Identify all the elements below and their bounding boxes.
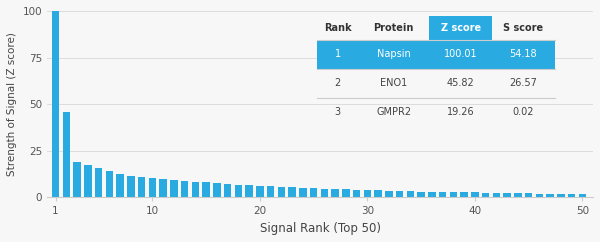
- Text: Rank: Rank: [324, 23, 352, 33]
- Bar: [331, 189, 339, 197]
- X-axis label: Signal Rank (Top 50): Signal Rank (Top 50): [260, 222, 380, 235]
- Text: 1: 1: [335, 49, 341, 59]
- Bar: [181, 181, 188, 197]
- Text: 3: 3: [335, 107, 341, 117]
- Bar: [170, 180, 178, 197]
- Bar: [353, 190, 361, 197]
- Bar: [320, 189, 328, 197]
- Bar: [289, 187, 296, 197]
- Bar: [385, 190, 392, 197]
- Bar: [536, 194, 543, 197]
- Text: 0.02: 0.02: [512, 107, 534, 117]
- Text: GMPR2: GMPR2: [376, 107, 412, 117]
- Bar: [407, 191, 414, 197]
- Bar: [127, 176, 134, 197]
- Bar: [278, 187, 285, 197]
- Bar: [428, 192, 436, 197]
- Bar: [235, 185, 242, 197]
- Text: ENO1: ENO1: [380, 78, 407, 88]
- Bar: [374, 190, 382, 197]
- Text: 26.57: 26.57: [509, 78, 538, 88]
- Bar: [482, 193, 490, 197]
- Bar: [525, 193, 532, 197]
- Bar: [245, 185, 253, 197]
- Bar: [149, 178, 156, 197]
- Bar: [84, 165, 92, 197]
- Bar: [493, 193, 500, 197]
- Text: 2: 2: [335, 78, 341, 88]
- Bar: [514, 193, 521, 197]
- Bar: [342, 189, 350, 197]
- Bar: [138, 177, 145, 197]
- Bar: [191, 182, 199, 197]
- Text: Napsin: Napsin: [377, 49, 410, 59]
- Bar: [439, 192, 446, 197]
- Bar: [160, 179, 167, 197]
- Bar: [471, 192, 479, 197]
- Bar: [213, 183, 221, 197]
- Bar: [267, 186, 274, 197]
- Bar: [429, 15, 492, 40]
- Bar: [52, 11, 59, 197]
- Bar: [460, 192, 468, 197]
- Bar: [116, 174, 124, 197]
- Bar: [568, 194, 575, 197]
- Bar: [449, 192, 457, 197]
- Text: 100.01: 100.01: [444, 49, 478, 59]
- Bar: [202, 182, 210, 197]
- Bar: [299, 188, 307, 197]
- Text: 45.82: 45.82: [447, 78, 475, 88]
- Bar: [364, 190, 371, 197]
- Bar: [95, 168, 103, 197]
- Bar: [106, 171, 113, 197]
- Bar: [224, 184, 232, 197]
- Bar: [557, 194, 565, 197]
- Bar: [546, 194, 554, 197]
- Text: 54.18: 54.18: [509, 49, 537, 59]
- Y-axis label: Strength of Signal (Z score): Strength of Signal (Z score): [7, 32, 17, 176]
- Text: Protein: Protein: [374, 23, 414, 33]
- Bar: [418, 191, 425, 197]
- Bar: [256, 186, 263, 197]
- Bar: [503, 193, 511, 197]
- Text: Z score: Z score: [440, 23, 481, 33]
- Text: S score: S score: [503, 23, 544, 33]
- Bar: [396, 191, 403, 197]
- Bar: [578, 194, 586, 197]
- Text: 19.26: 19.26: [447, 107, 475, 117]
- Bar: [73, 162, 81, 197]
- Bar: [62, 112, 70, 197]
- Bar: [310, 188, 317, 197]
- Bar: [317, 40, 555, 69]
